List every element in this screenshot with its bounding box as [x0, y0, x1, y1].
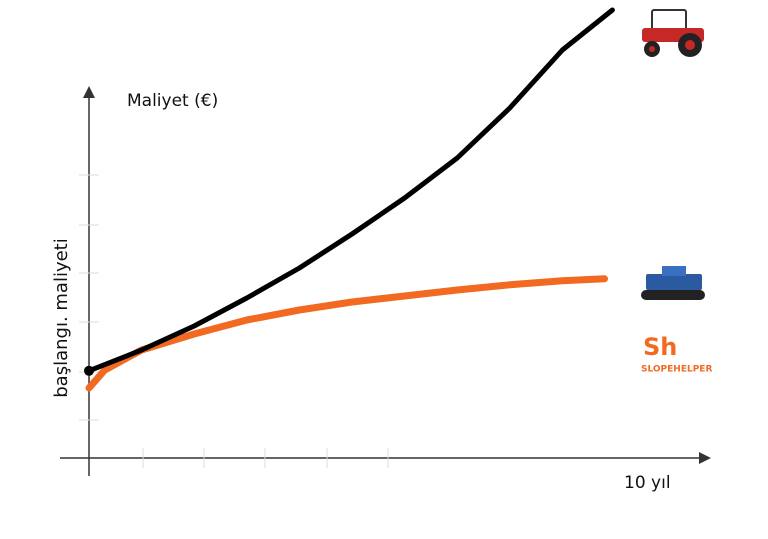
y-axis-title: Maliyet (€) [127, 91, 218, 111]
logo-name: SLOPEHELPER [641, 365, 712, 375]
slopehelper-icon [641, 266, 705, 300]
logo-mark: Sh [643, 333, 677, 361]
curves [84, 7, 615, 392]
tractor-icon [642, 9, 704, 57]
line-series [86, 7, 615, 374]
line-series [85, 275, 608, 392]
side-label: başlangı. maliyeti [51, 238, 72, 398]
start-point [84, 365, 94, 376]
axis-ticks [79, 174, 389, 468]
x-axis-title: 10 yıl [624, 473, 671, 493]
